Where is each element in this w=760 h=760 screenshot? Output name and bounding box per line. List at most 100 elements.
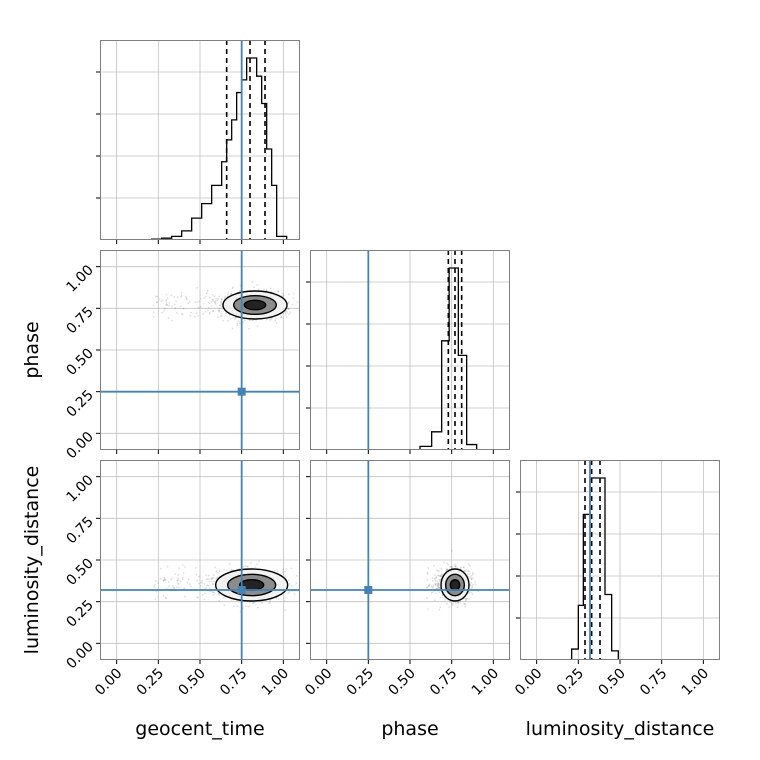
- density-contour: [243, 299, 267, 311]
- sample-point: [251, 602, 254, 605]
- sample-point: [269, 287, 272, 290]
- sample-point: [428, 585, 430, 587]
- sample-point: [438, 586, 441, 589]
- sample-point: [281, 292, 284, 295]
- sample-point: [250, 562, 252, 564]
- sample-point: [446, 568, 449, 571]
- sample-point: [434, 579, 437, 582]
- sample-point: [200, 581, 202, 584]
- sample-point: [212, 591, 215, 594]
- sample-point: [210, 580, 213, 583]
- sample-point: [210, 304, 213, 307]
- sample-point: [225, 569, 228, 572]
- sample-point: [434, 592, 437, 595]
- sample-point: [218, 304, 221, 307]
- sample-point: [464, 599, 467, 602]
- sample-point: [165, 302, 168, 304]
- sample-point: [189, 583, 191, 586]
- sample-point: [218, 309, 220, 312]
- sample-point: [216, 571, 219, 574]
- sample-point: [213, 295, 216, 297]
- panel-plot-area: [310, 250, 510, 450]
- sample-point: [268, 599, 271, 602]
- y-tick-label: 0.50: [63, 346, 96, 379]
- sample-point: [193, 315, 196, 318]
- sample-point: [246, 565, 249, 568]
- sample-point: [462, 566, 465, 569]
- panel-frame: [100, 250, 300, 450]
- sample-point: [211, 577, 214, 580]
- sample-point: [243, 319, 246, 322]
- sample-point: [188, 301, 191, 303]
- y-axis-label-phase: phase: [21, 321, 43, 378]
- sample-point: [427, 567, 430, 569]
- x-tick-label: 0.00: [92, 666, 125, 699]
- sample-point: [162, 579, 165, 582]
- sample-point: [463, 603, 466, 606]
- sample-point: [227, 291, 230, 294]
- sample-point: [207, 301, 210, 304]
- sample-point: [471, 586, 473, 589]
- sample-point: [292, 292, 295, 295]
- sample-point: [167, 580, 170, 583]
- sample-point: [208, 312, 211, 314]
- sample-point: [465, 597, 467, 600]
- sample-point: [166, 304, 169, 306]
- sample-point: [445, 569, 448, 571]
- y-tick-label: 1.00: [63, 262, 96, 295]
- sample-point: [176, 312, 178, 314]
- sample-point: [218, 295, 221, 298]
- sample-point: [470, 578, 473, 581]
- sample-point: [238, 322, 241, 325]
- sample-point: [288, 582, 291, 585]
- x-tick-label: 0.50: [385, 666, 418, 699]
- sample-point: [438, 591, 441, 593]
- sample-point: [180, 294, 183, 297]
- sample-point: [284, 313, 287, 316]
- sample-point: [177, 577, 179, 579]
- sample-point: [173, 303, 176, 306]
- sample-point: [233, 318, 236, 321]
- sample-point: [288, 301, 290, 303]
- sample-point: [203, 598, 206, 601]
- sample-point: [300, 578, 302, 580]
- sample-point: [428, 583, 431, 586]
- sample-point: [426, 572, 429, 575]
- x-tick-label: 0.25: [344, 666, 377, 699]
- sample-point: [256, 325, 259, 327]
- sample-point: [205, 292, 208, 295]
- sample-point: [286, 307, 289, 309]
- sample-point: [433, 599, 436, 602]
- sample-point: [175, 586, 178, 589]
- sample-point: [470, 577, 473, 579]
- sample-point: [177, 573, 180, 576]
- sample-point: [227, 319, 229, 322]
- panel-1-0: [100, 250, 300, 450]
- sample-point: [164, 307, 166, 310]
- sample-point: [164, 304, 167, 306]
- sample-point: [220, 314, 223, 317]
- sample-point: [230, 569, 233, 572]
- sample-point: [284, 312, 287, 315]
- sample-point: [197, 596, 199, 599]
- sample-point: [276, 570, 279, 573]
- sample-point: [165, 300, 168, 302]
- x-tick-label: 1.00: [679, 666, 712, 699]
- sample-point: [451, 566, 454, 568]
- sample-point: [449, 601, 451, 604]
- sample-point: [218, 310, 221, 313]
- sample-point: [464, 597, 467, 600]
- sample-point: [242, 321, 245, 323]
- sample-point: [166, 297, 169, 299]
- sample-point: [450, 566, 453, 568]
- sample-point: [471, 574, 473, 577]
- sample-point: [437, 583, 439, 586]
- sample-point: [248, 605, 251, 608]
- sample-point: [446, 603, 448, 605]
- sample-point: [436, 585, 439, 588]
- sample-point: [464, 603, 467, 606]
- sample-point: [171, 584, 174, 587]
- sample-point: [207, 584, 210, 587]
- sample-point: [176, 296, 179, 298]
- sample-point: [153, 583, 156, 586]
